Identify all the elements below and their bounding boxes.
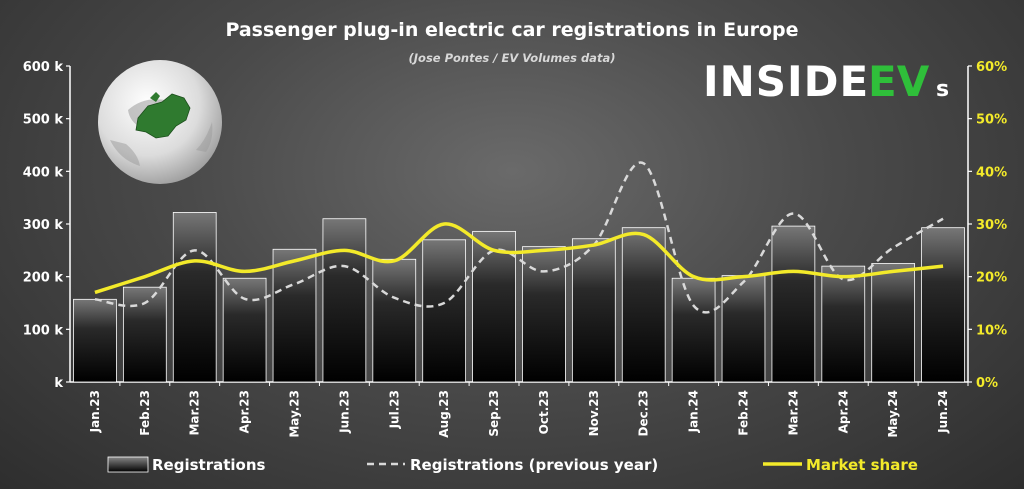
legend-label-market-share: Market share [806,456,918,474]
y-tick-label-left: k [54,376,63,391]
x-tick-label: Jan.23 [88,390,102,433]
x-tick-label: Nov.23 [587,390,601,436]
bars [73,212,965,383]
legend-swatch-registrations [107,456,149,473]
bar-registrations [372,258,417,383]
x-tick-label: May.24 [886,390,900,438]
bar-registrations [721,275,766,383]
y-tick-label-left: 200 k [23,271,64,286]
x-tick-label: Feb.24 [737,390,751,436]
previous-year-series-line [94,161,944,314]
bar-registrations [472,230,516,383]
bar-registrations [172,212,217,383]
bar-registrations [422,239,467,383]
bar-registrations [522,246,566,383]
y-tick-label-left: 300 k [23,218,64,233]
x-tick-label: Sep.23 [487,390,501,437]
x-tick-label: May.23 [288,390,302,438]
bar-registrations [272,248,317,383]
y-tick-label-right: 60% [976,60,1007,75]
bar-registrations [821,265,866,383]
y-tick-label-right: 40% [976,165,1007,180]
previous-year-line [94,161,944,314]
bar-registrations [921,227,965,383]
bar-registrations [871,263,916,383]
svg-text:EV: EV [868,57,930,106]
bar-registrations [222,277,267,383]
bar-registrations [122,286,167,383]
x-tick-label: Feb.23 [138,390,152,436]
x-tick-label: Aug.23 [437,390,451,438]
bar-registrations [571,238,616,383]
y-ticks-left: k 100 k 200 k 300 k 400 k 500 k 600 k [23,60,70,391]
bar-registrations [621,227,666,383]
market-share-line [94,222,944,295]
svg-text:INSIDE: INSIDE [703,57,869,106]
x-tick-label: Mar.23 [188,390,202,436]
bar-registrations [322,218,367,383]
market-share-series-line [94,222,944,295]
y-tick-label-left: 400 k [23,165,64,180]
x-tick-label: Jul.23 [387,390,401,429]
x-ticks: Jan.23 Feb.23 Mar.23 Apr.23 May.23 Jun.23 Jul.… [88,382,969,438]
y-tick-label-left: 600 k [23,60,64,75]
bar-registrations [671,277,716,383]
bar-registrations [73,298,117,383]
chart-title: Passenger plug-in electric car registrat… [225,19,798,41]
y-ticks-right: 0% 10% 20% 30% 40% 50% 60% [968,60,1007,391]
x-tick-label: Mar.24 [786,390,800,436]
y-tick-label-left: 100 k [23,323,64,338]
globe-icon [98,60,222,184]
y-tick-label-right: 0% [976,376,998,391]
x-tick-label: Jan.24 [687,390,701,433]
x-tick-label: Dec.23 [637,390,651,436]
insideevs-logo: INSIDE EV s [703,57,949,106]
legend-label-previous-year: Registrations (previous year) [410,456,658,474]
x-tick-label: Oct.23 [537,390,551,434]
chart-subtitle: (Jose Pontes / EV Volumes data) [409,51,616,65]
y-tick-label-right: 20% [976,271,1007,286]
svg-text:s: s [936,77,949,102]
y-tick-label-right: 50% [976,113,1007,128]
x-tick-label: Apr.23 [238,390,252,433]
bar-registrations [771,225,816,383]
y-tick-label-right: 30% [976,218,1007,233]
legend-label-registrations: Registrations [152,456,266,474]
x-tick-label: Jun.23 [337,390,351,434]
legend: Registrations Registrations (previous ye… [107,456,918,474]
x-tick-label: Apr.24 [836,390,850,433]
y-tick-label-right: 10% [976,323,1007,338]
y-tick-label-left: 500 k [23,113,64,128]
x-tick-label: Jun.24 [936,390,950,434]
